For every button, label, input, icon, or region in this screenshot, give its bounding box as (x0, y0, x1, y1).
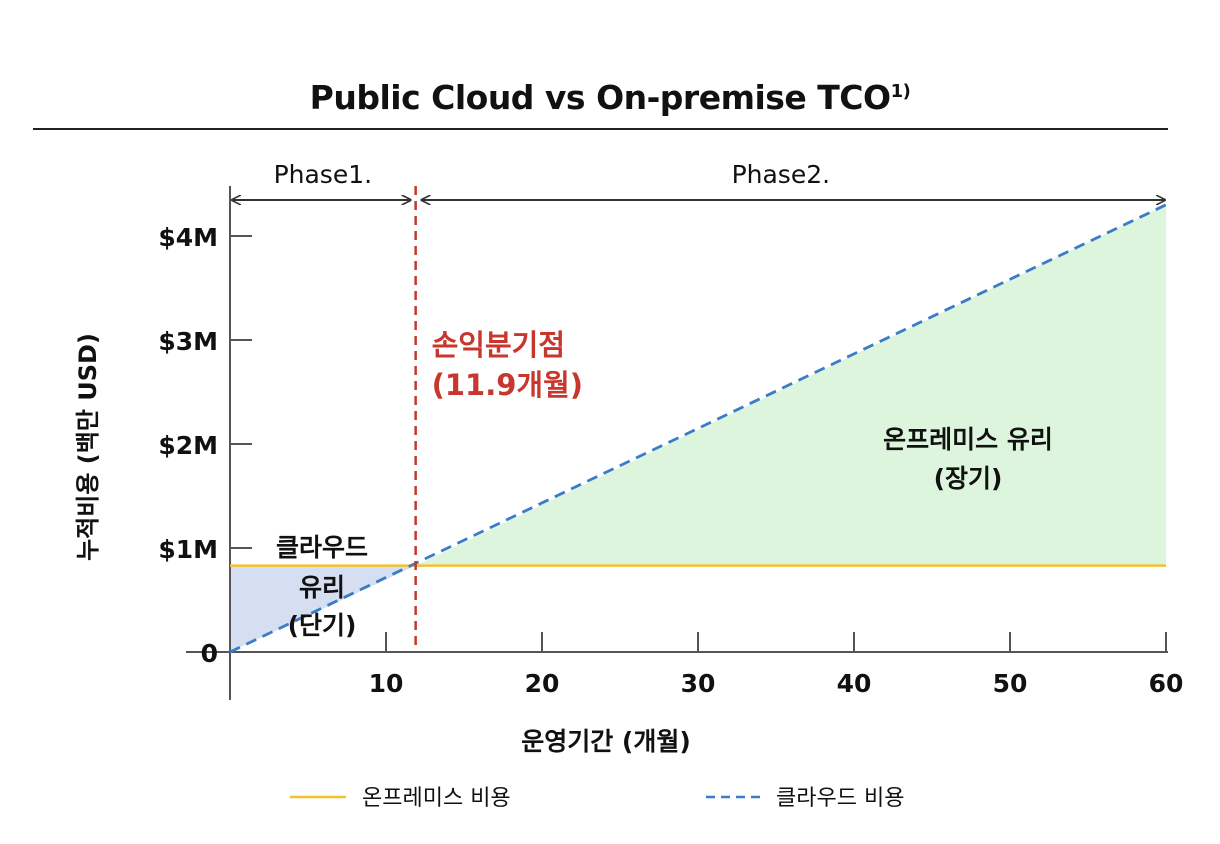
cloud-advantage-label: 유리 (299, 573, 345, 602)
phase2-label: Phase2. (732, 160, 831, 189)
legend-cloud-label: 클라우드 비용 (776, 786, 904, 811)
chart-title: Public Cloud vs On-premise TCO1) (0, 78, 1220, 117)
x-tick-label: 40 (837, 669, 872, 698)
x-tick-label: 60 (1149, 669, 1184, 698)
x-tick-label: 50 (993, 669, 1028, 698)
y-tick-label: $2M (158, 431, 218, 460)
y-axis-title: 누적비용 (백만 USD) (74, 333, 102, 561)
phase1-label: Phase1. (274, 160, 373, 189)
breakeven-label: 손익분기점 (432, 328, 565, 362)
cloud-cost-line (229, 203, 1167, 654)
y-tick-label: 0 (201, 639, 218, 668)
x-tick-label: 30 (681, 669, 716, 698)
x-axis-title: 운영기간 (개월) (521, 727, 691, 756)
cloud-advantage-label: 클라우드 (276, 533, 368, 562)
x-tick-label: 20 (525, 669, 560, 698)
y-tick-label: $1M (158, 535, 218, 564)
y-tick-label: $4M (158, 223, 218, 252)
legend-onprem-label: 온프레미스 비용 (362, 786, 511, 811)
onprem-advantage-label: (장기) (934, 464, 1003, 493)
chart-title-text: Public Cloud vs On-premise TCO (309, 78, 891, 117)
x-tick-label: 10 (369, 669, 404, 698)
onprem-advantage-label: 온프레미스 유리 (883, 425, 1053, 454)
cloud-advantage-label: (단기) (288, 611, 357, 640)
y-tick-label: $3M (158, 327, 218, 356)
chart-title-footnote: 1) (890, 81, 911, 102)
title-divider (33, 128, 1168, 130)
cloud-advantage-region (230, 565, 416, 652)
breakeven-sublabel: (11.9개월) (432, 368, 583, 402)
